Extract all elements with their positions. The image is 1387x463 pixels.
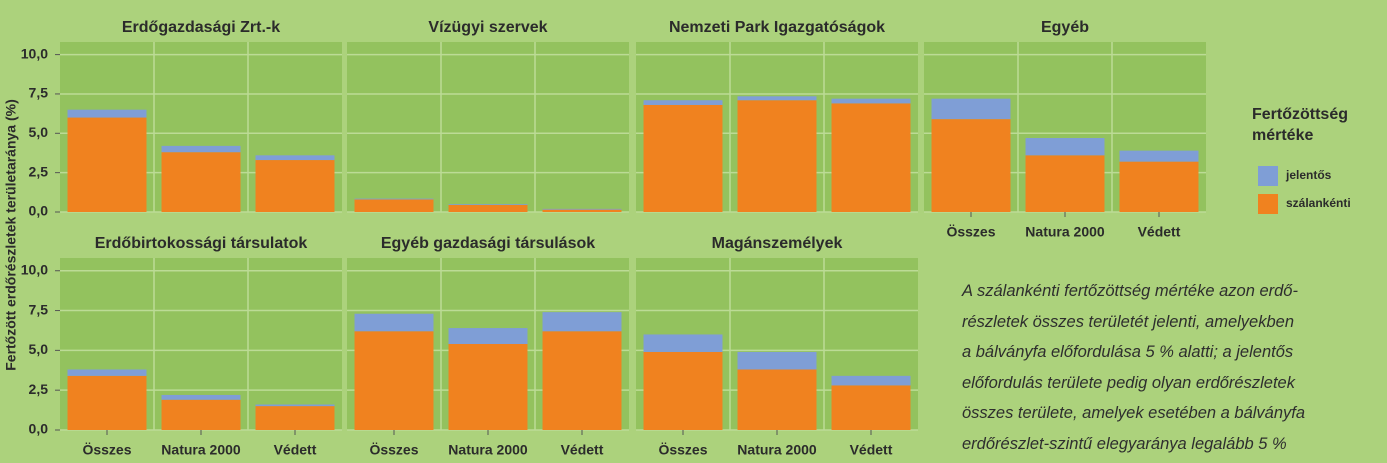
bar-segment bbox=[161, 145, 241, 153]
panel-title: Egyéb gazdasági társulások bbox=[381, 235, 595, 252]
bar-segment bbox=[542, 331, 622, 430]
y-tick-label: 0,0 bbox=[29, 421, 49, 437]
panel-title: Erdőgazdasági Zrt.-k bbox=[122, 19, 280, 36]
panel-title: Nemzeti Park Igazgatóságok bbox=[669, 19, 885, 36]
bar-segment bbox=[831, 385, 911, 430]
y-tick-label: 5,0 bbox=[29, 341, 49, 357]
bar-segment bbox=[931, 98, 1011, 120]
bar-segment bbox=[448, 204, 528, 212]
y-tick-label: 2,5 bbox=[29, 163, 49, 179]
bar-segment bbox=[831, 103, 911, 212]
y-axis-label: Fertőzött erdőrészletek területaránya (%… bbox=[3, 99, 19, 371]
x-tick-label: Összes bbox=[946, 224, 995, 240]
bar-segment bbox=[1025, 138, 1105, 156]
bar-segment bbox=[931, 119, 1011, 212]
bar-segment bbox=[831, 375, 911, 386]
panel-title: Magánszemélyek bbox=[712, 235, 843, 252]
x-tick-label: Védett bbox=[1138, 224, 1181, 240]
legend-label: jelentős bbox=[1285, 168, 1332, 182]
bar-segment bbox=[737, 351, 817, 370]
x-tick-label: Natura 2000 bbox=[1025, 224, 1105, 240]
bar-segment bbox=[255, 160, 335, 212]
bar-segment bbox=[1025, 155, 1105, 212]
bar-segment bbox=[354, 198, 434, 200]
x-tick-label: Védett bbox=[561, 442, 604, 458]
bar-segment bbox=[67, 117, 147, 212]
y-tick-label: 2,5 bbox=[29, 381, 49, 397]
plot-area bbox=[347, 42, 629, 212]
y-tick-label: 0,0 bbox=[29, 203, 49, 219]
x-tick-label: Védett bbox=[850, 442, 893, 458]
bar-segment bbox=[255, 404, 335, 407]
note-line: részletek összes területét jelenti, amel… bbox=[962, 312, 1294, 331]
bar-segment bbox=[255, 155, 335, 161]
x-tick-label: Natura 2000 bbox=[737, 442, 817, 458]
panel-title: Egyéb bbox=[1041, 19, 1089, 36]
bar-segment bbox=[67, 375, 147, 430]
x-tick-label: Natura 2000 bbox=[448, 442, 528, 458]
bar-segment bbox=[737, 369, 817, 430]
bar-segment bbox=[255, 406, 335, 430]
bar-segment bbox=[643, 100, 723, 105]
panel-title: Erdőbirtokossági társulatok bbox=[95, 235, 308, 252]
legend-title: Fertőzöttség mértéke bbox=[1252, 106, 1348, 144]
bar-segment bbox=[354, 199, 434, 212]
bar-segment bbox=[831, 98, 911, 104]
bar-segment bbox=[643, 104, 723, 212]
x-tick-label: Védett bbox=[274, 442, 317, 458]
x-tick-label: Összes bbox=[82, 442, 131, 458]
legend-label: szálankénti bbox=[1286, 196, 1351, 210]
bar-segment bbox=[448, 328, 528, 344]
bar-segment bbox=[448, 204, 528, 205]
bar-segment bbox=[542, 312, 622, 332]
bar-segment bbox=[161, 399, 241, 430]
y-tick-label: 5,0 bbox=[29, 124, 49, 140]
x-tick-label: Összes bbox=[369, 442, 418, 458]
bar-segment bbox=[67, 109, 147, 118]
bar-segment bbox=[354, 331, 434, 430]
note-line: a bálványfa előfordulása 5 % alatti; a j… bbox=[962, 343, 1294, 361]
x-tick-label: Natura 2000 bbox=[161, 442, 241, 458]
bar-segment bbox=[1119, 150, 1199, 162]
bar-segment bbox=[1119, 161, 1199, 212]
note: A szálankénti fertőzöttség mértéke azon … bbox=[962, 276, 1387, 459]
bar-segment bbox=[643, 334, 723, 352]
y-tick-label: 10,0 bbox=[21, 45, 48, 61]
y-tick-label: 10,0 bbox=[21, 261, 48, 277]
y-tick-label: 7,5 bbox=[29, 85, 49, 101]
bar-segment bbox=[643, 351, 723, 430]
bar-segment bbox=[354, 313, 434, 332]
bar-segment bbox=[737, 96, 817, 101]
bar-segment bbox=[448, 344, 528, 430]
bar-segment bbox=[737, 100, 817, 212]
bar-segment bbox=[542, 209, 622, 212]
note-line: A szálankénti fertőzöttség mértéke azon … bbox=[962, 282, 1298, 300]
y-tick-label: 7,5 bbox=[29, 301, 49, 317]
bar-segment bbox=[161, 152, 241, 212]
bar-segment bbox=[542, 208, 622, 210]
legend-swatch bbox=[1258, 194, 1278, 214]
note-line: összes területe, amelyek esetében a bálv… bbox=[962, 404, 1306, 422]
bar-segment bbox=[67, 369, 147, 376]
panel-title: Vízügyi szervek bbox=[428, 19, 547, 36]
legend-swatch bbox=[1258, 166, 1278, 186]
note-line: előfordulás területe pedig olyan erdőrés… bbox=[962, 373, 1295, 392]
note-line: erdőrészlet-szintű elegyaránya legalább … bbox=[962, 434, 1287, 453]
bar-segment bbox=[161, 394, 241, 400]
x-tick-label: Összes bbox=[658, 442, 707, 458]
